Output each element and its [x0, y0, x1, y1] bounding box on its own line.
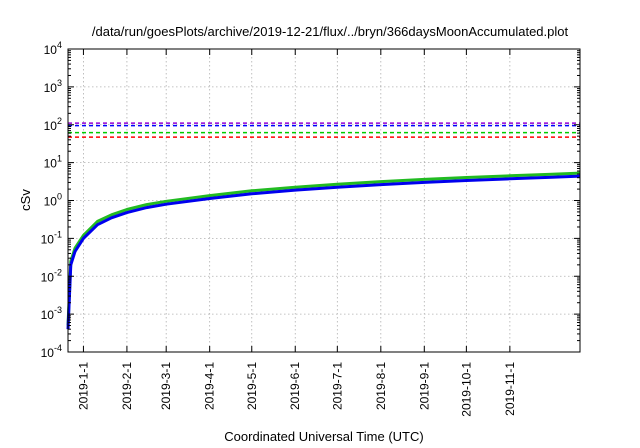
x-tick-labels: 2019-1-1 2019-2-1 2019-3-1 2019-4-1 2019-5-1… [76, 362, 516, 417]
x-tick-label: 2019-3-1 [159, 362, 173, 410]
x-tick-label: 2019-10-1 [459, 362, 473, 417]
x-tick-label: 2019-1-1 [76, 362, 90, 410]
y-tick-label: 102 [44, 116, 62, 133]
x-tick-label: 2019-11-1 [503, 362, 517, 416]
y-tick-label: 10-1 [41, 229, 62, 246]
x-tick-label: 2019-4-1 [203, 362, 217, 410]
x-tick-label: 2019-6-1 [288, 362, 302, 410]
chart-title: /data/run/goesPlots/archive/2019-12-21/f… [92, 24, 569, 39]
y-tick-label: 100 [44, 192, 62, 209]
y-tick-label: 10-4 [41, 343, 62, 360]
y-tick-label: 10-3 [41, 305, 62, 322]
x-tick-label: 2019-5-1 [245, 362, 259, 410]
x-axis-label: Coordinated Universal Time (UTC) [224, 429, 423, 444]
reference-lines [68, 122, 580, 138]
y-tick-label: 104 [44, 40, 62, 57]
x-tick-label: 2019-9-1 [417, 362, 431, 410]
series-line [66, 171, 581, 326]
axis-ticks [68, 48, 580, 353]
series-line [66, 174, 581, 330]
y-axis-label: cSv [18, 189, 33, 211]
x-tick-label: 2019-8-1 [374, 362, 388, 410]
y-tick-label: 10-2 [41, 267, 62, 284]
x-tick-label: 2019-7-1 [330, 362, 344, 410]
y-tick-label: 103 [44, 78, 62, 95]
x-tick-label: 2019-2-1 [120, 362, 134, 410]
series-lines [66, 171, 581, 330]
y-tick-label: 101 [44, 154, 62, 171]
grid [68, 49, 580, 352]
y-tick-labels: 10-4 10-3 10-2 10-1 100 101 102 103 104 [41, 40, 62, 360]
